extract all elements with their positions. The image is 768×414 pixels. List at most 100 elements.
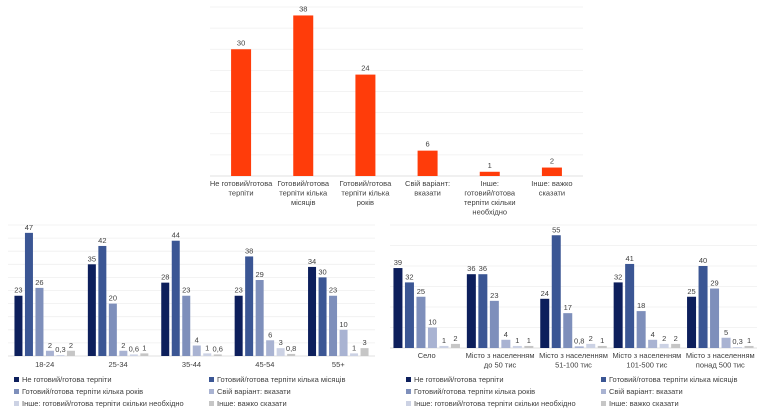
overall-category-label: Свій варіант: [405, 179, 450, 188]
by-settlement-data-label: 5 [724, 328, 728, 337]
by-settlement-data-label: 29 [710, 279, 718, 288]
by-settlement-bar [710, 288, 720, 348]
by-settlement-bar [416, 296, 426, 348]
overall-category-label: Інше: [481, 179, 500, 188]
by-age-bar [24, 232, 33, 356]
by-age-bar [245, 256, 254, 356]
by-settlement-bar [574, 346, 584, 348]
overall-category-label: Готовий/готова [340, 179, 393, 188]
legend-item: Інше: готовий/готова терпіти скільки нео… [14, 398, 184, 410]
legend-label: Свій варіант: вказати [609, 387, 683, 396]
overall-category-label: сказати [539, 189, 565, 198]
overall-category-label: місяців [291, 198, 316, 207]
by-age-bar [329, 295, 338, 356]
by-age-bar [108, 303, 117, 356]
by-settlement-data-label: 0,8 [574, 336, 584, 345]
by-age-bar [350, 353, 359, 356]
by-settlement-data-label: 1 [527, 336, 531, 345]
by-age-data-label: 23 [182, 286, 190, 295]
legend-swatch [601, 401, 606, 406]
by-age-bar [213, 354, 222, 356]
by-age-data-label: 0,3 [55, 345, 65, 354]
legend-swatch [209, 389, 214, 394]
by-settlement-bar [625, 263, 635, 348]
by-settlement-bar [404, 282, 414, 348]
legend-label: Готовий/готова терпіти кілька місяців [609, 375, 738, 384]
by-settlement-bar [466, 274, 476, 348]
overall-category-label: готовий/готова [464, 189, 516, 198]
overall-category-label: Готовий/готова [277, 179, 330, 188]
legend-swatch [406, 377, 411, 382]
by-age-bar [318, 277, 327, 356]
by-age-data-label: 2 [69, 341, 73, 350]
by-settlement-category-label: Місто з населенням [539, 351, 608, 360]
overall-category-label: років [357, 198, 374, 207]
by-age-data-label: 26 [35, 278, 43, 287]
by-age-bar [35, 287, 44, 356]
by-age-bar [360, 348, 369, 356]
by-settlement-data-label: 10 [428, 318, 436, 327]
by-settlement-data-label: 0,3 [732, 337, 742, 346]
by-settlement-bar [698, 266, 708, 348]
legend-swatch [601, 389, 606, 394]
by-age-bar [287, 353, 296, 356]
overall-data-label: 6 [425, 140, 429, 149]
by-settlement-bar [427, 327, 437, 348]
by-age-data-label: 0,8 [286, 344, 296, 353]
legend-label: Не готовий/готова терпіти [414, 375, 504, 384]
by-age-category-label: 25-34 [109, 360, 128, 369]
by-settlement-bar [489, 300, 499, 348]
by-settlement-category-label: Село [418, 351, 436, 360]
by-settlement-bar [540, 298, 550, 348]
overall-bar [355, 74, 376, 176]
by-settlement-data-label: 1 [515, 336, 519, 345]
by-age-data-label: 1 [205, 343, 209, 352]
legend-label: Інше: готовий/готова терпіти скільки нео… [414, 399, 576, 408]
overall-category-label: терпіти кілька [279, 189, 328, 198]
by-settlement-category-label: до 50 тис [484, 361, 517, 370]
by-age-bar [45, 350, 54, 356]
legend-label: Готовий/готова терпіти кілька років [22, 387, 144, 396]
by-age-category-label: 35-44 [182, 360, 201, 369]
by-age-data-label: 23 [234, 286, 242, 295]
by-age-data-label: 34 [308, 257, 316, 266]
by-age-bar [339, 329, 348, 356]
by-settlement-bar [733, 347, 743, 348]
by-age-bar [56, 355, 65, 356]
legend-label: Не готовий/готова терпіти [22, 375, 112, 384]
overall-category-label: необхідно [472, 208, 507, 217]
overall-bar [541, 167, 562, 176]
by-settlement-data-label: 18 [637, 301, 645, 310]
overall-category-label: Інше: важко [531, 179, 572, 188]
by-age-category-label: 45-54 [255, 360, 274, 369]
by-settlement-bar [744, 345, 754, 348]
by-age-data-label: 2 [121, 341, 125, 350]
legend-item: Не готовий/готова терпіти [406, 374, 504, 386]
by-settlement-bar [551, 235, 561, 348]
by-age-data-label: 2 [48, 341, 52, 350]
by-age-bar [119, 350, 128, 356]
by-settlement-category-label: Місто з населенням [612, 351, 681, 360]
by-age-data-label: 38 [245, 246, 253, 255]
legend-swatch [209, 377, 214, 382]
by-age-category-label: 55+ [332, 360, 345, 369]
by-age-data-label: 20 [109, 294, 117, 303]
by-age-data-label: 0,6 [129, 344, 139, 353]
by-settlement-data-label: 25 [687, 287, 695, 296]
legend-swatch [14, 389, 19, 394]
by-settlement-data-label: 4 [504, 330, 508, 339]
overall-category-label: терпіти скільки [464, 198, 516, 207]
by-settlement-category-label: понад 500 тис [696, 361, 745, 370]
by-settlement-data-label: 17 [564, 303, 572, 312]
by-age-data-label: 6 [268, 330, 272, 339]
legend-item: Готовий/готова терпіти кілька років [406, 386, 535, 398]
legend-swatch [209, 401, 214, 406]
by-settlement-data-label: 55 [552, 225, 560, 234]
by-settlement-bar [512, 345, 522, 348]
by-age-bar [255, 280, 264, 356]
by-settlement-category-label: 101-500 тис [626, 361, 667, 370]
legend-item: Інше: готовий/готова терпіти скільки нео… [406, 398, 576, 410]
by-settlement-category-label: Місто з населенням [686, 351, 755, 360]
overall-bar [293, 15, 314, 177]
by-age-bar [266, 340, 275, 356]
